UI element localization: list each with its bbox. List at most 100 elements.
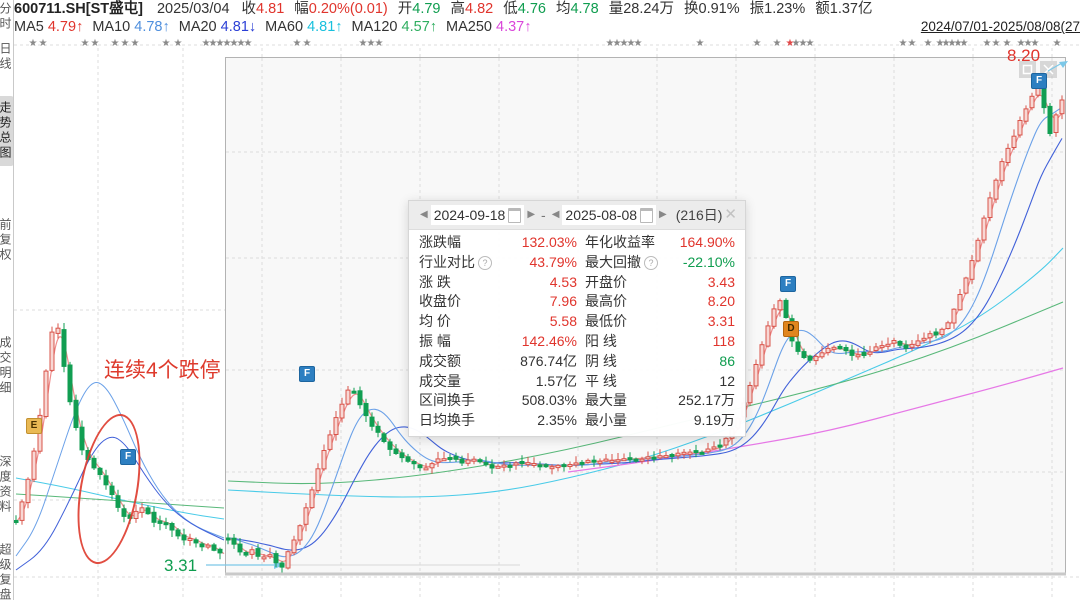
svg-text:★: ★ [786, 38, 795, 49]
quote-field-收: 收4.81 [242, 1, 285, 17]
ma-item-ma20: MA20 4.81↓ [179, 19, 256, 35]
quote-field-label: 换 [684, 1, 699, 17]
quote-field-label: 开 [397, 1, 413, 17]
popup-row: 区间换手 508.03% 最大量 252.17万 [419, 391, 735, 411]
svg-text:★: ★ [634, 38, 643, 49]
svg-text:★: ★ [162, 38, 171, 49]
help-icon[interactable]: ? [644, 255, 658, 270]
stat-value: 12 [719, 372, 735, 389]
quote-field-value: 4.76 [517, 1, 546, 17]
svg-text:★: ★ [209, 38, 218, 49]
stat-value: 164.90% [679, 234, 735, 250]
event-marker-f[interactable]: F [780, 276, 796, 292]
end-date-field[interactable]: 2025-08-08 [562, 205, 657, 225]
quote-field-value: 4.78 [570, 1, 599, 17]
popup-row: 日均换手 2.35% 最小量 9.19万 [419, 411, 735, 431]
svg-text:★: ★ [81, 38, 90, 49]
svg-text:★: ★ [753, 38, 762, 49]
stat-value: 5.58 [549, 313, 577, 330]
start-date-field[interactable]: 2024-09-18 [430, 205, 525, 225]
svg-text:★: ★ [696, 38, 705, 49]
end-date-prev-button[interactable]: ◀ [551, 209, 560, 220]
quote-field-幅: 幅0.20%(0.01) [294, 1, 388, 17]
stat-value: 4.53 [549, 273, 577, 290]
limit-down-annotation: 连续4个跌停 [104, 359, 221, 382]
stat-value: 132.03% [521, 234, 577, 250]
stat-label: 收盘价 [419, 293, 461, 310]
svg-text:★: ★ [216, 38, 225, 49]
ma-item-ma5: MA5 4.79↑ [14, 19, 83, 35]
quote-field-label: 幅 [294, 1, 309, 17]
quote-line-2: MA5 4.79↑ MA10 4.78↑ MA20 4.81↓ MA60 4.81↑ M… [14, 18, 1080, 36]
sidebar-item-tool[interactable]: 日线 [0, 42, 12, 72]
svg-text:★: ★ [303, 38, 312, 49]
ma-item-ma60: MA60 4.81↑ [265, 19, 342, 35]
svg-text:★: ★ [942, 38, 951, 49]
sidebar-item-tool[interactable]: 分时 [0, 2, 12, 32]
help-icon[interactable]: ? [478, 255, 492, 270]
svg-text:★: ★ [606, 38, 615, 49]
stat-value: 3.43 [707, 273, 735, 290]
svg-text:★: ★ [202, 38, 211, 49]
popup-row: 成交额 876.74亿阴 线 86 [419, 352, 735, 372]
stock-title: 600711.SH[ST盛屯] [14, 1, 143, 17]
ma-value: 4.81↑ [307, 19, 343, 35]
stat-value: 508.03% [521, 392, 577, 409]
calendar-icon[interactable] [508, 207, 522, 223]
stat-label: 阴 线 [585, 352, 617, 369]
ma-label: MA250 [446, 19, 496, 35]
quote-field-label: 高 [450, 1, 466, 17]
visible-range-label[interactable]: 2024/07/01-2025/08/08(27 [916, 19, 1080, 34]
end-date-next-button[interactable]: ▶ [659, 209, 667, 220]
svg-text:★: ★ [773, 38, 782, 49]
quote-field-振: 振1.23% [750, 1, 806, 17]
popup-header: ◀ 2024-09-18 ▶ - ◀ 2025-08-08 ▶ (216日) ✕ [409, 201, 745, 230]
event-marker-d[interactable]: D [783, 321, 799, 337]
event-marker-e[interactable]: E [26, 418, 42, 434]
start-date-next-button[interactable]: ▶ [527, 209, 536, 220]
sidebar-item-tool[interactable]: 超级复盘 [0, 543, 12, 600]
quote-field-label: 额 [815, 1, 830, 17]
close-icon[interactable]: ✕ [724, 206, 737, 223]
popup-row: 均 价 5.58 最低价 3.31 [419, 312, 735, 332]
stat-value: 2.35% [537, 412, 577, 429]
interval-stats-popup: ◀ 2024-09-18 ▶ - ◀ 2025-08-08 ▶ (216日) ✕… [408, 200, 746, 437]
sidebar-item-selected[interactable]: 走势总图 [0, 96, 13, 166]
stat-value: 7.96 [549, 293, 577, 310]
stat-label: 均 价 [419, 313, 451, 330]
svg-text:★: ★ [899, 38, 908, 49]
stat-value: 8.20 [707, 293, 735, 310]
start-date-prev-button[interactable]: ◀ [420, 209, 428, 220]
sidebar-item-tool[interactable]: 前复权 [0, 218, 12, 263]
sidebar-item-tool[interactable]: 深度资料 [0, 455, 12, 515]
quote-field-value: 28.24万 [623, 1, 674, 17]
svg-text:★: ★ [91, 38, 100, 49]
svg-text:★: ★ [230, 38, 239, 49]
quote-field-量: 量28.24万 [609, 1, 674, 17]
ma-value: 4.79↑ [47, 19, 84, 35]
svg-text:★: ★ [223, 38, 232, 49]
quote-field-开: 开4.79 [398, 1, 441, 17]
quote-fields: 收4.81 幅0.20%(0.01) 开4.79 高4.82 低4.76 均4.78 量28… [242, 1, 883, 17]
quote-field-value: 4.81 [256, 1, 285, 17]
stat-value: 142.46% [521, 332, 577, 349]
event-marker-f[interactable]: F [1031, 73, 1047, 89]
popup-rows: 涨跌幅 132.03% 年化收益率 164.90% 行业对比? 43.79% 最大回撤? -2… [409, 230, 745, 436]
interval-days: (216日) [675, 207, 723, 223]
sidebar-item-tool[interactable]: 成交明细 [0, 336, 12, 396]
popup-row: 振 幅 142.46% 阳 线 118 [419, 332, 735, 352]
svg-text:★: ★ [174, 38, 183, 49]
stat-value: 876.74亿 [520, 352, 577, 369]
low-price-label: 3.31 [164, 556, 198, 575]
svg-text:★: ★ [908, 38, 917, 49]
stat-label: 行业对比? [419, 253, 503, 273]
svg-text:★: ★ [375, 38, 384, 49]
stat-label: 成交量 [419, 372, 461, 389]
quote-field-value: 4.79 [412, 1, 441, 17]
stat-label: 最低价 [585, 313, 627, 330]
svg-text:★: ★ [983, 38, 992, 49]
svg-text:★: ★ [244, 38, 253, 49]
event-marker-f[interactable]: F [299, 366, 315, 382]
quote-field-均: 均4.78 [556, 1, 599, 17]
calendar-icon[interactable] [640, 207, 654, 223]
